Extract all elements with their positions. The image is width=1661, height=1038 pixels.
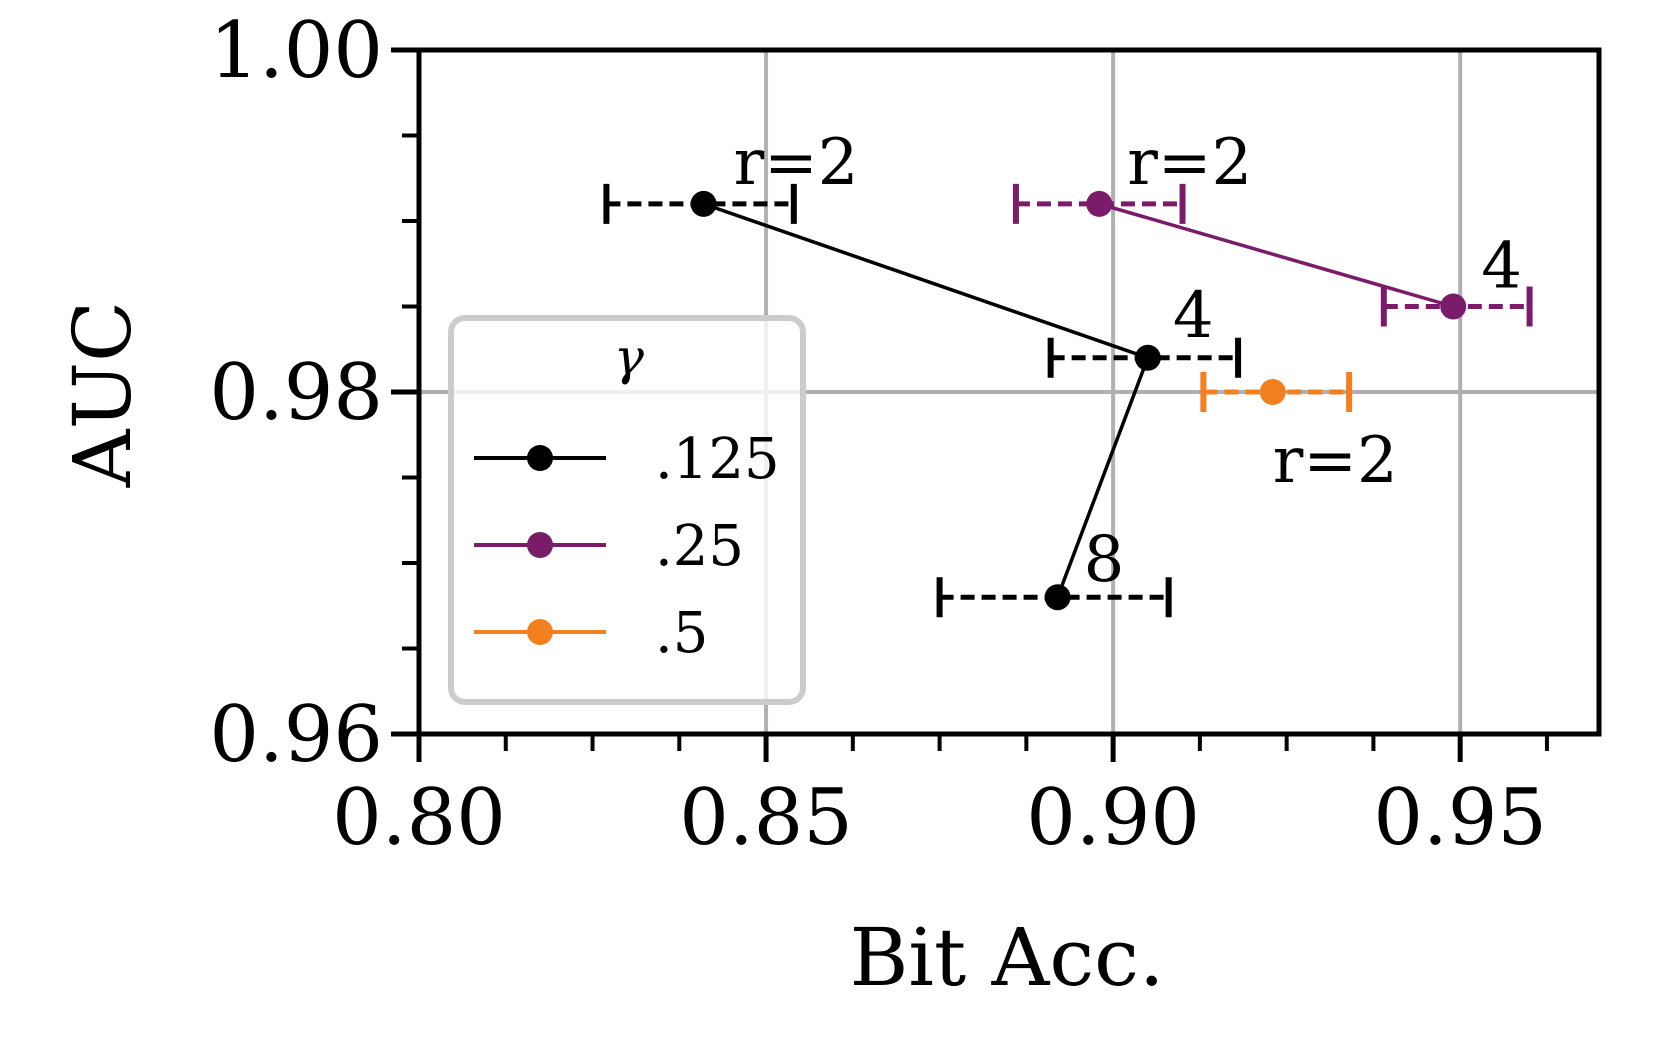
- data-point: [1044, 584, 1071, 611]
- point-label: 4: [1481, 230, 1522, 304]
- y-tick-label: 0.96: [209, 690, 383, 780]
- series-0: [603, 183, 1242, 618]
- series-line: [1098, 202, 1454, 309]
- legend-entry-1: .25: [474, 514, 744, 579]
- data-point: [690, 190, 717, 217]
- axes: 0.80 0.85 0.90 0.95 0.96 0.98 1.00: [209, 6, 1602, 863]
- point-label: r=2: [1127, 126, 1252, 200]
- legend-label: .125: [655, 427, 780, 492]
- legend-label: .5: [655, 601, 708, 666]
- series-2: [1200, 372, 1353, 412]
- legend-title: γ: [614, 328, 644, 386]
- legend-entry-2: .5: [474, 601, 708, 666]
- legend-entries: .125 .25 .5: [474, 427, 780, 666]
- point-label: 8: [1084, 523, 1125, 597]
- legend-marker: [527, 445, 553, 471]
- legend-label: .25: [655, 514, 744, 579]
- x-axis-label: Bit Acc.: [850, 911, 1165, 1004]
- legend: γ .125 .25 .5: [448, 315, 806, 705]
- data-point: [1259, 379, 1286, 405]
- y-tick-label: 1.00: [209, 6, 383, 96]
- x-tick-label: 0.80: [332, 773, 506, 863]
- y-axis-label: AUC: [56, 301, 149, 488]
- y-tick-label: 0.98: [209, 348, 383, 438]
- legend-entry-0: .125: [474, 427, 780, 492]
- x-tick-label: 0.95: [1373, 773, 1547, 863]
- legend-marker: [527, 532, 553, 558]
- legend-frame: [448, 315, 806, 705]
- data-point: [1134, 344, 1161, 371]
- data-point: [1086, 190, 1113, 217]
- series-layer: [603, 183, 1533, 618]
- data-point: [1440, 293, 1467, 320]
- annotations: r=2 4 8 r=2 4 r=2: [734, 126, 1522, 597]
- point-label: r=2: [1273, 424, 1398, 498]
- point-label: r=2: [734, 126, 859, 200]
- x-tick-label: 0.85: [679, 773, 853, 863]
- series-1: [1012, 183, 1533, 327]
- legend-marker: [527, 619, 553, 645]
- x-tick-label: 0.90: [1026, 773, 1200, 863]
- point-label: 4: [1173, 279, 1214, 353]
